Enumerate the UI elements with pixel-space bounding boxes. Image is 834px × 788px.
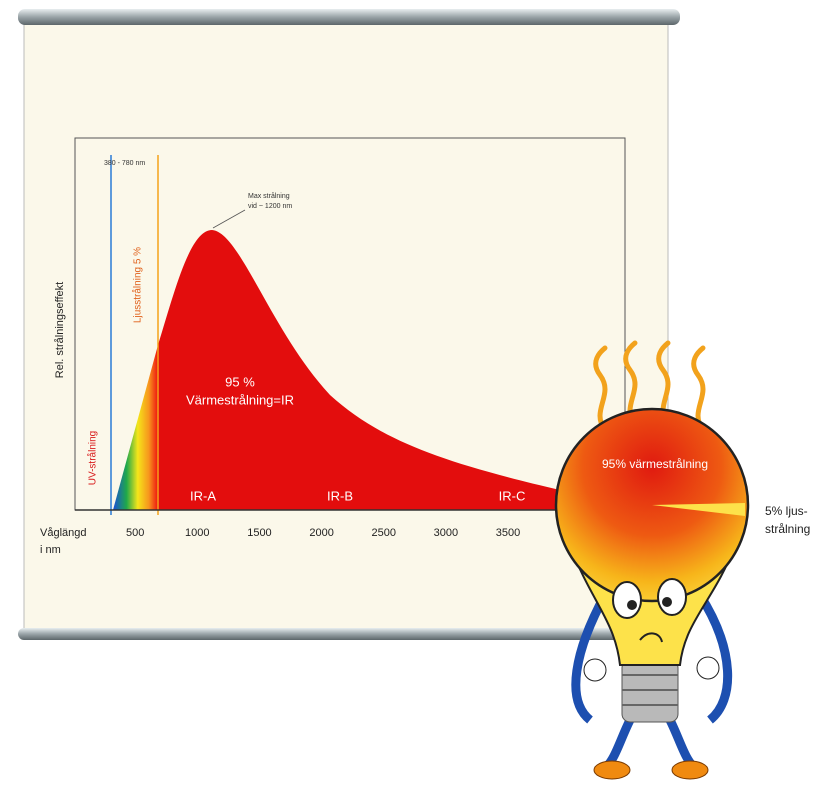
band-label: IR-C <box>499 488 526 503</box>
x-tick-label: 2500 <box>372 527 396 539</box>
page: 380 - 780 nm Max strålning vid ~ 1200 nm… <box>0 0 834 788</box>
x-tick-label: 1500 <box>247 527 271 539</box>
x-tick-label: 3500 <box>496 527 520 539</box>
light-share-label: 5% ljus- <box>765 504 808 518</box>
light-share-label: strålning <box>765 522 810 536</box>
uv-label: UV-strålning <box>87 431 99 485</box>
x-axis-label: i nm <box>40 544 61 556</box>
x-tick-label: 1000 <box>185 527 209 539</box>
ir-label: Värmestrålning=IR <box>186 392 294 407</box>
band-label: IR-A <box>190 488 216 503</box>
heat-label: 95% värmestrålning <box>602 457 708 471</box>
illustration: 380 - 780 nm Max strålning vid ~ 1200 nm… <box>0 0 834 788</box>
ir-share: 95 % <box>225 374 255 389</box>
band-label: IR-B <box>327 488 353 503</box>
x-tick-label: 3000 <box>434 527 458 539</box>
x-tick-label: 2000 <box>309 527 333 539</box>
range-label: 380 - 780 nm <box>104 160 145 167</box>
light-label: Ljusstrålning 5 % <box>132 247 144 323</box>
y-axis-label: Rel. strålningseffekt <box>54 282 66 378</box>
x-axis-label: Våglängd <box>40 527 87 539</box>
top-roller <box>18 9 680 25</box>
peak-label: vid ~ 1200 nm <box>248 203 292 210</box>
peak-label: Max strålning <box>248 192 290 200</box>
x-tick-label: 500 <box>126 527 144 539</box>
